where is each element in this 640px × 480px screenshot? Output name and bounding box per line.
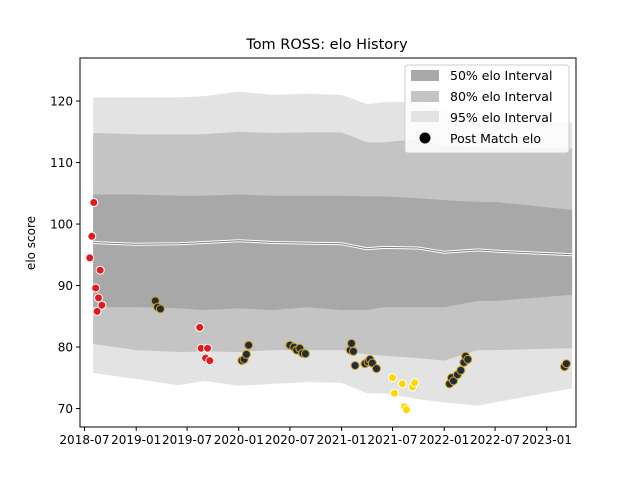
legend-swatch-50 [411,70,439,81]
post-match-point [402,405,411,415]
y-tick-label: 80 [58,341,73,355]
legend-label-post-match: Post Match elo [450,131,541,146]
post-match-point [205,356,215,366]
x-tick-label: 2020-07 [265,433,315,447]
legend-label-50: 50% elo Interval [450,68,552,83]
post-match-point [87,231,97,241]
y-tick-label: 70 [58,402,73,416]
x-tick-label: 2018-07 [59,433,109,447]
interval-50-band [93,194,573,311]
legend-swatch-95 [411,111,439,122]
post-match-point [91,283,101,293]
x-tick-label: 2020-01 [214,433,264,447]
y-tick-label: 120 [50,95,73,109]
legend-label-80: 80% elo Interval [450,89,552,104]
post-match-point [561,359,571,369]
post-match-point [348,346,358,356]
post-match-point [89,198,99,207]
post-match-point [388,373,397,383]
y-axis-label: elo score [24,216,38,270]
post-match-point [94,293,103,303]
x-tick-label: 2022-01 [419,433,469,447]
x-tick-label: 2021-07 [367,433,417,447]
post-match-point [463,354,473,364]
post-match-point [95,265,105,275]
chart-title: Tom ROSS: elo History [245,37,408,53]
post-match-point [372,364,381,374]
post-match-point [203,343,213,353]
x-tick-label: 2021-01 [317,433,367,447]
post-match-point [155,304,165,314]
post-match-point [350,361,360,370]
post-match-point [85,253,95,263]
post-match-point [347,338,356,348]
legend-swatch-80 [411,91,439,102]
plot-area [85,91,573,415]
x-tick-label: 2019-07 [162,433,212,447]
legend: 50% elo Interval 80% elo Interval 95% el… [404,64,570,154]
mean-elo-line [93,240,573,256]
y-tick-label: 110 [50,156,73,170]
y-axis-ticks: 70 80 90 100 110 120 [50,95,80,416]
post-match-point [97,300,107,310]
legend-label-95: 95% elo Interval [450,110,552,125]
post-match-point [456,365,466,375]
post-match-points [85,198,571,415]
post-match-point [410,378,420,388]
legend-box [404,64,570,154]
x-tick-label: 2019-01 [111,433,161,447]
axes-frame [79,57,577,428]
post-match-point [300,349,310,359]
post-match-point [390,388,399,398]
y-tick-label: 90 [58,279,73,293]
y-tick-label: 100 [50,218,73,232]
post-match-point [397,379,407,389]
legend-marker-post-match [419,132,431,144]
x-tick-label: 2022-07 [470,433,520,447]
post-match-point [195,322,205,332]
x-axis-ticks: 2018-07 2019-01 2019-07 2020-01 2020-07 2021-… [59,427,572,447]
post-match-point [241,349,251,359]
x-tick-label: 2023-01 [522,433,572,447]
post-match-point [244,340,254,350]
post-match-point [92,306,102,316]
